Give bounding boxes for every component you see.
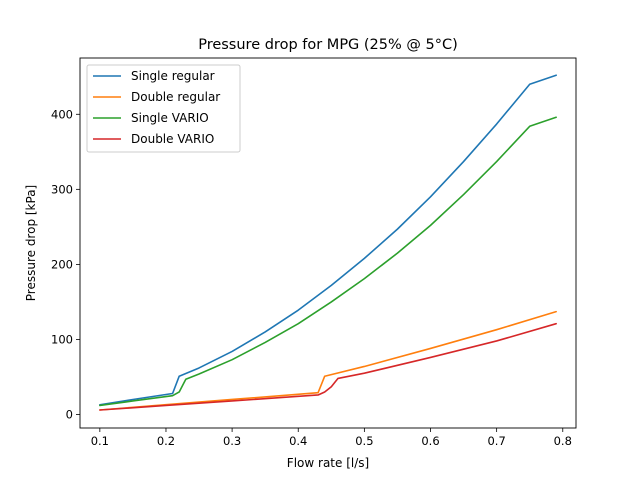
legend-label: Single VARIO (131, 111, 209, 125)
legend-label: Double VARIO (131, 132, 214, 146)
x-tick-label: 0.7 (487, 434, 505, 448)
series-line-2 (99, 116, 557, 407)
y-tick-label: 400 (51, 107, 73, 121)
x-tick-label: 0.1 (91, 434, 109, 448)
y-tick-label: 300 (51, 182, 73, 196)
x-tick-label: 0.3 (223, 434, 241, 448)
x-tick-label: 0.4 (289, 434, 307, 448)
series-line-1 (99, 310, 557, 411)
legend-label: Double regular (131, 90, 220, 104)
x-tick-label: 0.6 (421, 434, 439, 448)
x-tick-label: 0.8 (554, 434, 572, 448)
x-tick-label: 0.2 (157, 434, 175, 448)
legend-box (86, 64, 241, 153)
series-layer (99, 74, 557, 411)
series-line-0 (99, 74, 557, 406)
x-axis-ticks: 0.1 0.2 0.3 0.4 0.5 0.6 0.7 0.8 (91, 428, 572, 448)
chart-title: Pressure drop for MPG (25% @ 5°C) (198, 37, 458, 53)
y-axis-ticks: 0 100 200 300 400 (51, 107, 80, 421)
legend-items: Single regular Double regular Single VARIO… (93, 69, 220, 146)
legend: Single regular Double regular Single VARIO… (86, 64, 241, 153)
x-axis-label: Flow rate [l/s] (287, 456, 369, 470)
y-tick-label: 200 (51, 257, 73, 271)
series-line-3 (99, 322, 557, 411)
y-tick-label: 100 (51, 332, 73, 346)
x-tick-label: 0.5 (355, 434, 373, 448)
plot-frame (79, 57, 577, 429)
y-axis-label: Pressure drop [kPa] (24, 185, 38, 301)
y-tick-label: 0 (66, 407, 73, 421)
legend-label: Single regular (131, 69, 215, 83)
